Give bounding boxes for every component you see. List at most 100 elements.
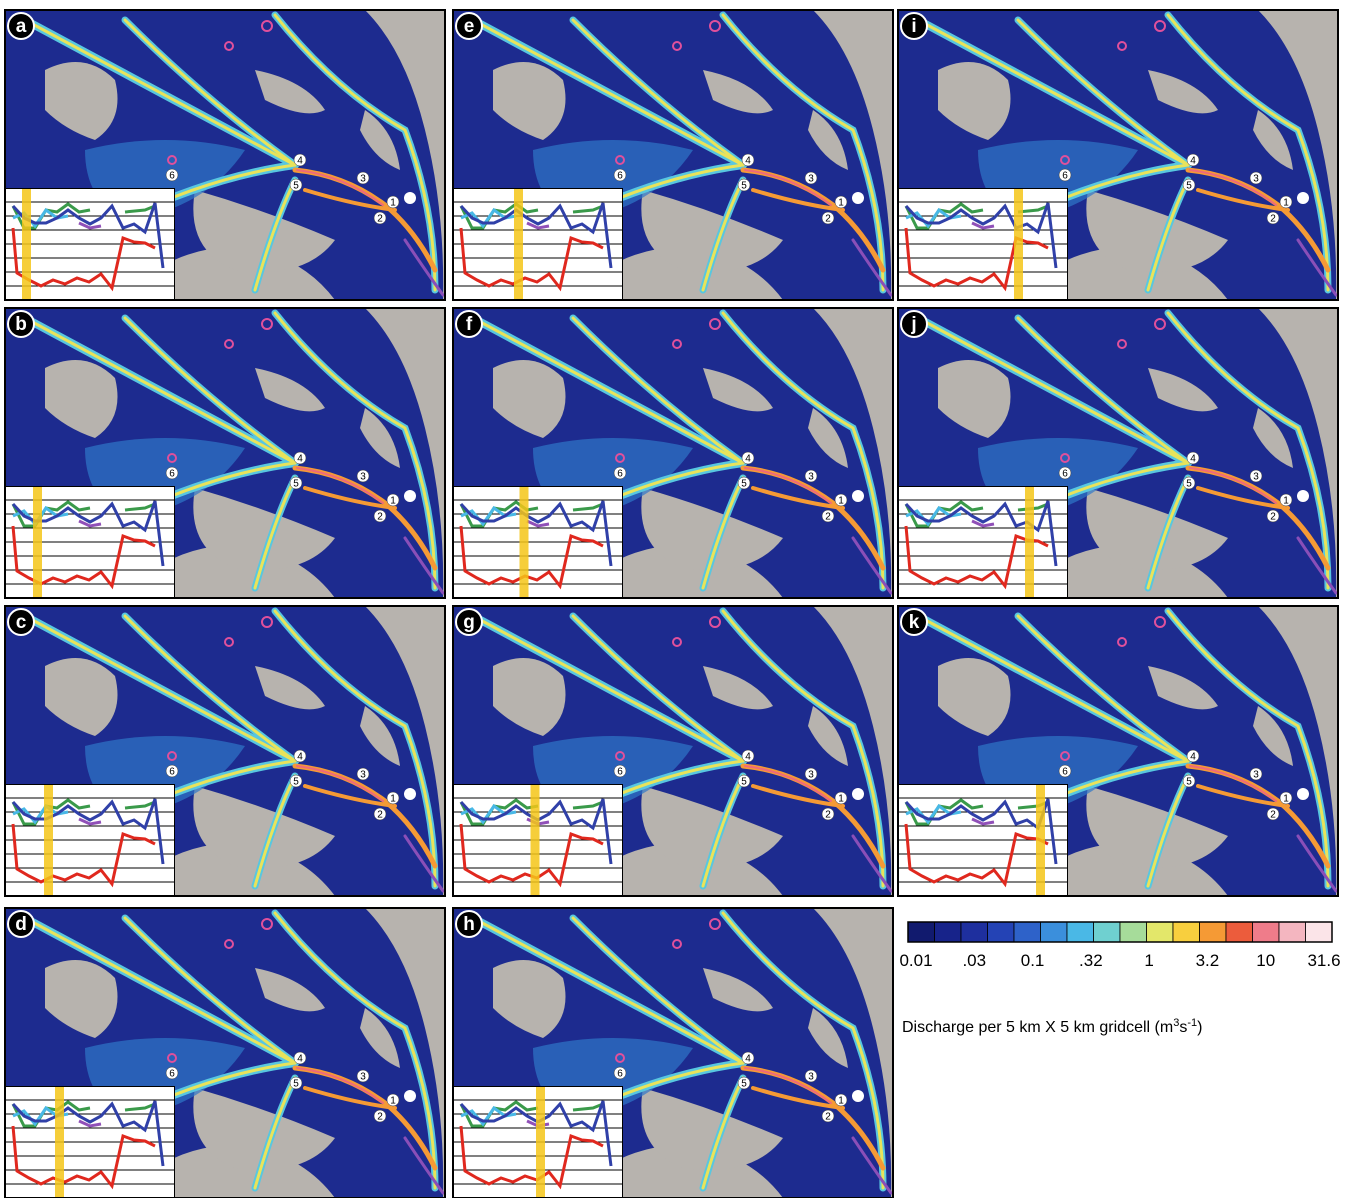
inset-chart <box>5 1086 175 1198</box>
site-label: 2 <box>825 512 831 523</box>
panel-letter: a <box>16 16 27 37</box>
inset <box>5 784 175 896</box>
colorbar-swatch <box>988 922 1015 942</box>
site-label: 5 <box>293 181 299 192</box>
panel-letter: d <box>15 914 27 935</box>
inset-chart <box>453 188 623 300</box>
map-panel: 123456b <box>5 308 445 598</box>
site-label: 2 <box>825 810 831 821</box>
inset <box>453 486 623 598</box>
map-panel: 123456g <box>453 606 893 896</box>
site-label: 4 <box>297 156 303 167</box>
inset <box>898 188 1068 300</box>
site-label: 4 <box>297 454 303 465</box>
colorbar-swatch <box>908 922 935 942</box>
map-panel: 123456h <box>453 908 893 1198</box>
site-label: 2 <box>825 214 831 225</box>
inset <box>5 1086 175 1198</box>
site-label: 6 <box>1062 767 1068 778</box>
site-label: 5 <box>741 777 747 788</box>
colorbar-swatch <box>1147 922 1174 942</box>
site-label: 3 <box>360 770 366 781</box>
time-highlight <box>22 189 31 299</box>
site-label: 6 <box>169 767 175 778</box>
colorbar-tick-label: 0.1 <box>1021 951 1045 970</box>
colorbar-tick-label: 0.01 <box>899 951 932 970</box>
panel-letter: j <box>910 314 916 335</box>
site-label: 3 <box>360 174 366 185</box>
panel-letter: g <box>463 612 475 633</box>
site-label: 4 <box>1190 752 1196 763</box>
colorbar-swatch <box>1014 922 1041 942</box>
inset-chart <box>898 188 1068 300</box>
site-label: 4 <box>297 1054 303 1065</box>
colorbar-swatch <box>961 922 988 942</box>
site-label: 3 <box>1253 472 1259 483</box>
site-label: 4 <box>745 156 751 167</box>
caption-part: ) <box>1197 1019 1202 1036</box>
time-highlight <box>514 189 523 299</box>
time-highlight <box>1014 189 1023 299</box>
colorbar-swatch <box>1279 922 1306 942</box>
site-label: 5 <box>1186 181 1192 192</box>
caption-part: s <box>1179 1019 1187 1036</box>
site-label: 2 <box>1270 810 1276 821</box>
colorbar-swatch <box>1200 922 1227 942</box>
site-label: 4 <box>745 752 751 763</box>
caption-part: Discharge per 5 km X 5 km gridcell (m <box>902 1019 1173 1036</box>
site-label: 6 <box>169 469 175 480</box>
panel-letter: k <box>909 612 920 633</box>
colorbar-swatch <box>1067 922 1094 942</box>
site-label: 6 <box>1062 171 1068 182</box>
colorbar-swatch <box>935 922 962 942</box>
site-label: 6 <box>617 171 623 182</box>
colorbar-tick-label: 10 <box>1256 951 1275 970</box>
site-label: 2 <box>1270 214 1276 225</box>
colorbar-swatch <box>1120 922 1147 942</box>
inset <box>898 486 1068 598</box>
inset-chart <box>5 784 175 896</box>
site-label: 6 <box>169 1069 175 1080</box>
colorbar-swatch <box>1094 922 1121 942</box>
colorbar-tick-label: 3.2 <box>1196 951 1220 970</box>
inset <box>453 188 623 300</box>
site-label: 4 <box>297 752 303 763</box>
site-label: 5 <box>293 777 299 788</box>
site-label: 2 <box>377 810 383 821</box>
time-highlight <box>1025 487 1034 597</box>
site-label: 5 <box>1186 777 1192 788</box>
panel-letter: f <box>466 314 473 335</box>
site-label: 5 <box>1186 479 1192 490</box>
colorbar-tick-label: 1 <box>1144 951 1153 970</box>
site-label: 1 <box>1283 794 1289 805</box>
site-label: 3 <box>808 174 814 185</box>
site-label: 5 <box>741 479 747 490</box>
map-panel: 12 3 4 5 6 k <box>898 606 1338 896</box>
colorbar-swatch <box>1253 922 1280 942</box>
site-label: 1 <box>390 794 396 805</box>
inset-chart <box>453 486 623 598</box>
colorbar-caption: Discharge per 5 km X 5 km gridcell (m3s-… <box>902 1017 1202 1036</box>
site-label: 2 <box>825 1112 831 1123</box>
colorbar-tick-label: 31.6 <box>1307 951 1340 970</box>
site-label: 5 <box>293 479 299 490</box>
site-label: 4 <box>745 1054 751 1065</box>
site-label: 2 <box>1270 512 1276 523</box>
time-highlight <box>531 785 540 895</box>
site-label: 4 <box>1190 156 1196 167</box>
map-panel: 123456a <box>5 10 445 300</box>
colorbar-swatch <box>1173 922 1200 942</box>
caption-part: -1 <box>1187 1017 1197 1029</box>
map-panel: 123456j <box>898 308 1338 598</box>
site-label: 5 <box>741 1079 747 1090</box>
site-label: 1 <box>390 1096 396 1107</box>
colorbar-swatch <box>1041 922 1068 942</box>
site-label: 3 <box>1253 770 1259 781</box>
site-label: 6 <box>617 767 623 778</box>
site-label: 1 <box>838 794 844 805</box>
